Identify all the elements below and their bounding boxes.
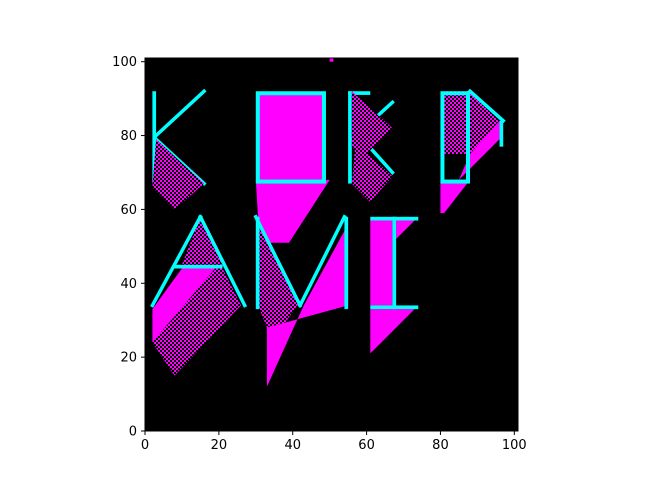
block-magenta-poly-33 [396, 220, 415, 239]
block-hatch-poly-25 [259, 227, 301, 328]
block-hatch-poly-3 [152, 139, 205, 210]
y-tick-label: 20 [120, 351, 137, 366]
block-cyan-rect-8 [348, 91, 371, 95]
block-cyan-rect-35 [392, 216, 397, 310]
block-cyan-rect-29 [255, 216, 260, 310]
block-magenta-poly-26 [266, 224, 349, 387]
block-magenta-rect-32 [370, 220, 393, 306]
axes-frame [144, 57, 519, 432]
block-cyan-line-22 [150, 214, 203, 308]
axes: 0 20 40 60 80 100 0 20 40 60 80 100 [112, 55, 527, 453]
block-cyan-rect-24 [174, 264, 223, 269]
block-hatch-poly-11 [351, 91, 393, 158]
y-tick-label: 80 [120, 129, 137, 144]
x-tick-label: 60 [358, 438, 375, 453]
y-tick-label: 60 [120, 203, 137, 218]
block-cyan-line-17 [467, 88, 506, 124]
block-cyan-line-28 [297, 214, 347, 308]
x-tick-label: 20 [211, 438, 228, 453]
x-tick-label: 100 [502, 438, 527, 453]
y-tick-label: 0 [129, 425, 137, 440]
block-magenta-rect-5 [259, 94, 323, 180]
x-tick-label: 0 [141, 438, 149, 453]
block-cyan-rect-7 [348, 91, 352, 184]
block-cyan-rect-18 [499, 120, 504, 147]
block-cyan-line-27 [253, 214, 303, 308]
y-tick-label: 40 [120, 277, 137, 292]
block-cyan-rect-30 [344, 216, 349, 310]
block-cyan-outline-6 [255, 91, 326, 184]
block-hatch-poly-19 [181, 216, 223, 265]
x-tick-label: 80 [432, 438, 449, 453]
block-hatch-poly-12 [351, 142, 393, 202]
block-magenta-poly-4 [255, 179, 330, 243]
image-marks [150, 58, 506, 387]
block-cyan-rect-0 [152, 91, 157, 184]
x-tick-label: 40 [284, 438, 301, 453]
block-magenta-poly-31 [370, 309, 415, 354]
block-cyan-rect-36 [370, 305, 419, 310]
block-hatch-poly-14 [444, 91, 500, 154]
block-cyan-line-23 [198, 214, 248, 308]
y-tick-label: 100 [112, 55, 137, 70]
block-cyan-line-1 [153, 88, 207, 139]
block-magenta-poly-13 [440, 179, 470, 214]
block-cyan-outline-16 [440, 91, 470, 184]
block-magenta-rect-37 [329, 58, 334, 62]
block-hatch-poly-21 [152, 268, 241, 376]
block-magenta-poly-20 [152, 268, 216, 343]
